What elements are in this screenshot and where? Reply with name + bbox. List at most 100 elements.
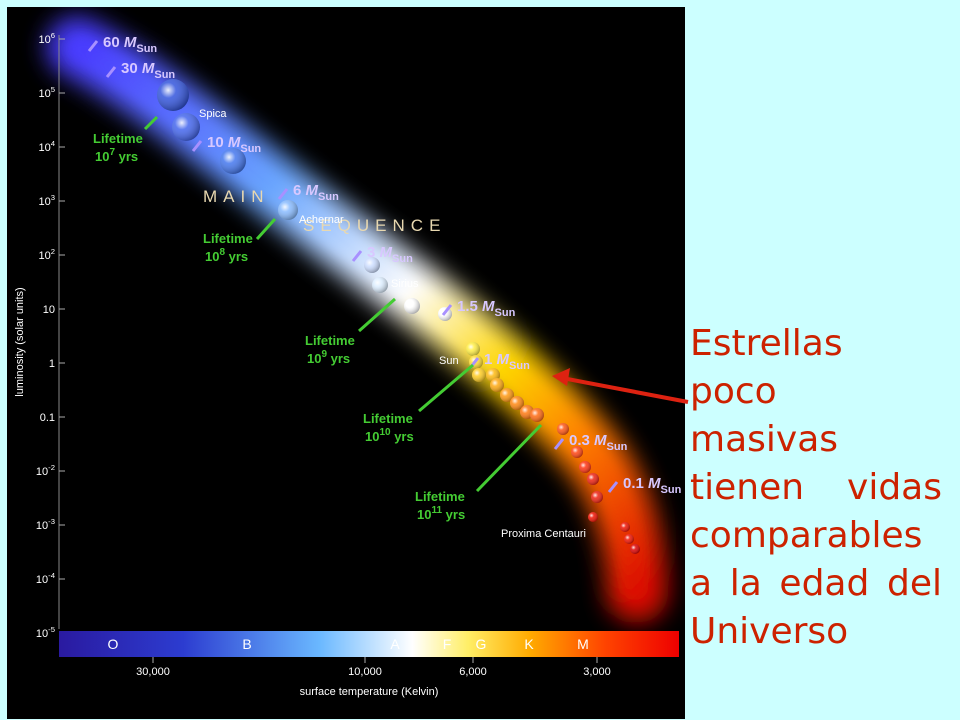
star-sphere [364,257,380,273]
spectral-class-label: K [524,636,534,652]
svg-text:0.1 MSun: 0.1 MSun [623,475,682,496]
y-tick-label: 10-5 [36,625,55,640]
svg-text:1 MSun: 1 MSun [484,351,530,372]
mass-labels: 60 MSun 30 MSun 10 MSun 6 MSun 3 MSun 1.5 MSu… [87,34,682,496]
star-sphere [510,396,524,410]
svg-text:108 yrs: 108 yrs [205,247,248,264]
svg-text:Lifetime: Lifetime [363,411,413,426]
caption-line: masivas [690,419,839,460]
main-sequence-band [46,16,668,623]
svg-text:109 yrs: 109 yrs [307,349,350,366]
star-sphere [591,491,603,503]
star-name: Sun [439,355,459,367]
svg-text:1011 yrs: 1011 yrs [417,505,465,522]
star-sphere [530,408,544,422]
spectral-class-label: M [577,636,589,652]
mass-label: 1.5 MSun [441,298,516,319]
mass-label: 10 MSun [191,134,261,155]
caption-line: Estrellas [690,323,843,364]
y-tick-label: 10 [43,304,55,316]
star-sphere [630,544,640,554]
y-tick-label: 10-2 [36,463,55,478]
main-label: MAIN [203,187,270,206]
y-tick-label: 1 [49,358,55,370]
mass-label: 1 MSun [468,351,530,372]
svg-text:0.3 MSun: 0.3 MSun [569,432,628,453]
star-sphere [220,148,246,174]
star-sphere [372,277,388,293]
y-tick-label: 0.1 [40,412,55,424]
star-sphere [472,368,486,382]
svg-text:107 yrs: 107 yrs [95,147,138,164]
y-tick-label: 105 [38,85,55,100]
caption-line: comparables [690,515,923,556]
star-sphere [466,342,480,356]
star-sphere [157,79,189,111]
pointer-arrow [552,368,689,404]
hr-diagram-panel: 106 105 104 103 102 10 1 0.1 10-2 10-3 10-4 10-5 lu… [7,7,685,719]
svg-text:30 MSun: 30 MSun [121,60,175,81]
sequence-label: SEQUENCE [303,216,446,235]
star-sphere [500,388,514,402]
svg-text:1.5 MSun: 1.5 MSun [457,298,516,319]
spectral-class-bar [59,631,679,657]
svg-text:1010 yrs: 1010 yrs [365,427,414,444]
star-sphere [278,200,298,220]
mass-label: 3 MSun [351,244,413,265]
y-tick-label: 102 [38,247,55,262]
star-sphere [587,473,599,485]
y-axis-label: luminosity (solar units) [14,287,26,396]
star-sphere [571,446,583,458]
mass-label: 60 MSun [87,34,157,55]
caption-line: Universo [690,611,849,652]
star-sphere [620,522,630,532]
caption-line: poco [690,371,777,412]
star-name: Proxima Centauri [501,528,586,540]
caption-line: tienen vidas [690,467,942,508]
y-tick-label: 106 [38,31,55,46]
star-sphere [557,423,569,435]
x-axis-ticks: 30,000 10,000 6,000 3,000 [136,657,611,678]
star-name: Spica [199,108,227,120]
x-tick-label: 10,000 [348,666,382,678]
svg-text:6 MSun: 6 MSun [293,182,339,203]
y-tick-label: 103 [38,193,55,208]
spectral-class-label: B [242,636,251,652]
star-sphere [404,298,420,314]
caption-text: Estrellas poco masivas tienen vidas comp… [690,320,942,656]
spectral-class-label: A [390,636,400,652]
x-tick-label: 3,000 [583,666,611,678]
mass-label: 0.3 MSun [553,432,628,453]
x-axis-label: surface temperature (Kelvin) [300,686,439,698]
star-markers [157,79,640,554]
x-tick-label: 30,000 [136,666,170,678]
y-tick-label: 10-4 [36,571,56,586]
star-sphere [172,113,200,141]
svg-text:10 MSun: 10 MSun [207,134,261,155]
spectral-class-label: G [476,636,487,652]
svg-text:Lifetime: Lifetime [93,131,143,146]
svg-text:Lifetime: Lifetime [305,333,355,348]
star-name: Sirius [391,278,419,290]
star-sphere [624,534,634,544]
star-name: Achernar [299,214,344,226]
svg-text:Lifetime: Lifetime [203,231,253,246]
star-sphere [490,378,504,392]
star-sphere [579,461,591,473]
mass-label: 6 MSun [277,182,339,203]
y-tick-label: 104 [38,139,55,154]
spectral-class-label: O [108,636,119,652]
spectral-class-label: F [443,636,452,652]
caption-line: a la edad del [690,563,942,604]
x-tick-label: 6,000 [459,666,487,678]
svg-text:60 MSun: 60 MSun [103,34,157,55]
svg-text:Lifetime: Lifetime [415,489,465,504]
